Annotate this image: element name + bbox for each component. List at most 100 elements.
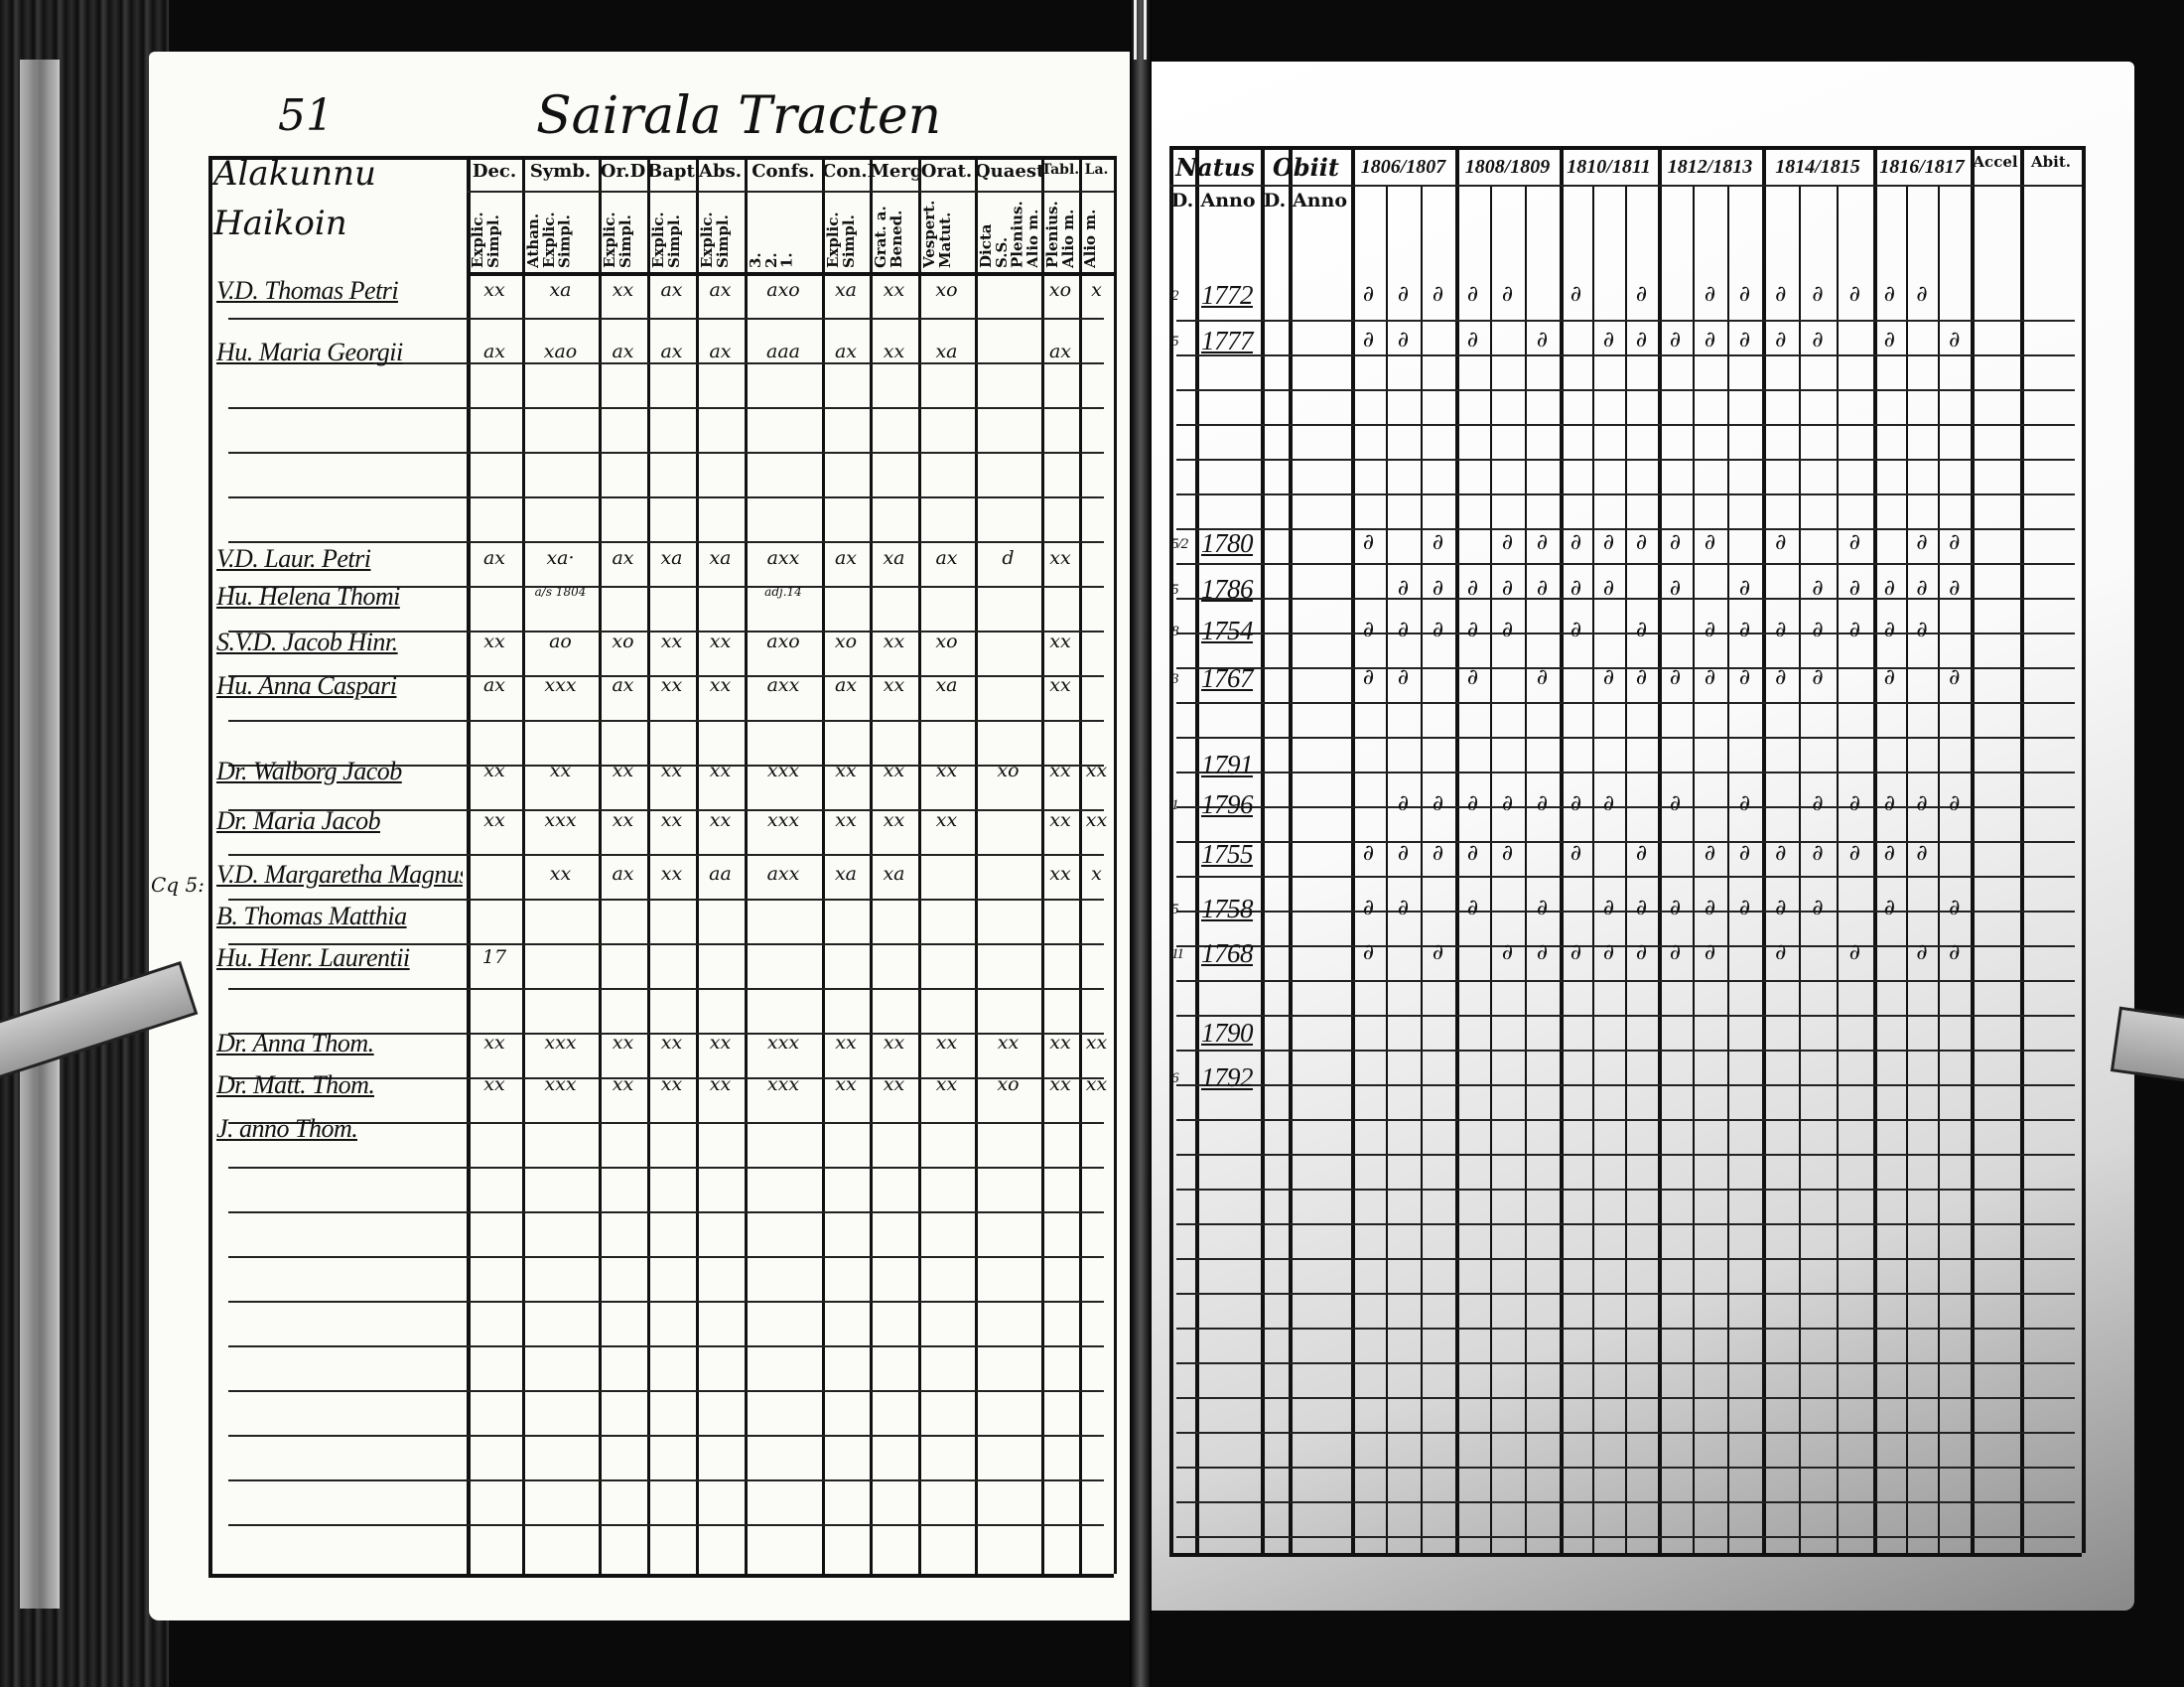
subcolumn-divider bbox=[1490, 187, 1492, 1553]
bookmark-strip-right bbox=[2110, 1006, 2184, 1085]
ruled-line bbox=[228, 318, 1104, 320]
tally-mark: ∂ bbox=[1738, 282, 1751, 307]
catechism-mark: ax bbox=[1048, 341, 1072, 362]
tally-mark: ∂ bbox=[1669, 791, 1682, 816]
left-page bbox=[149, 52, 1130, 1620]
tally-mark: ∂ bbox=[1704, 282, 1716, 307]
column-divider bbox=[918, 156, 921, 1574]
catechism-mark: xx bbox=[660, 760, 683, 781]
year-group-header: 1814/1815 bbox=[1775, 156, 1860, 178]
tally-mark: ∂ bbox=[1501, 282, 1514, 307]
register-entry-name: Dr. Anna Thom. bbox=[216, 1029, 374, 1057]
ruled-line bbox=[1176, 1223, 2075, 1225]
catechism-mark: xx bbox=[660, 809, 683, 831]
ruled-line bbox=[228, 1167, 1104, 1169]
catechism-mark: xx bbox=[1049, 1032, 1071, 1054]
ruled-line bbox=[228, 720, 1104, 722]
ruled-line bbox=[228, 1077, 1104, 1079]
tally-mark: ∂ bbox=[1916, 576, 1928, 601]
abit-header: Abit. bbox=[2031, 153, 2071, 171]
catechism-mark: xx bbox=[483, 1032, 505, 1054]
tally-mark: ∂ bbox=[1570, 841, 1582, 866]
column-divider bbox=[2082, 146, 2086, 1553]
ruled-line bbox=[1176, 737, 2075, 739]
tally-mark: ∂ bbox=[1362, 841, 1375, 866]
ruled-line bbox=[228, 496, 1104, 498]
catechism-mark: xx bbox=[883, 279, 905, 301]
tally-mark: ∂ bbox=[1602, 940, 1615, 965]
ruled-line bbox=[1176, 459, 2075, 461]
tally-mark: ∂ bbox=[1362, 618, 1375, 642]
column-divider bbox=[599, 156, 602, 1574]
birth-year: 1755 bbox=[1201, 839, 1254, 869]
tally-mark: ∂ bbox=[1397, 896, 1410, 920]
tally-mark: ∂ bbox=[1883, 618, 1896, 642]
catechism-mark: xx bbox=[549, 863, 572, 885]
catechism-mark: xxx bbox=[544, 809, 577, 831]
tally-mark: ∂ bbox=[1570, 618, 1582, 642]
column-divider bbox=[1560, 146, 1564, 1553]
tally-mark: ∂ bbox=[1916, 841, 1928, 866]
name-header-2: Haikoin bbox=[213, 204, 347, 243]
tally-mark: ∂ bbox=[1774, 328, 1787, 352]
tally-mark: ∂ bbox=[1397, 576, 1410, 601]
tally-mark: ∂ bbox=[1432, 618, 1444, 642]
ruled-line bbox=[1176, 1154, 2075, 1156]
tally-mark: ∂ bbox=[1466, 576, 1479, 601]
catechism-mark: xx bbox=[612, 279, 634, 301]
page-edges bbox=[20, 60, 60, 1609]
catechism-mark: xo bbox=[1048, 279, 1072, 301]
ruled-line bbox=[1176, 1050, 2075, 1052]
catechism-mark: xx bbox=[660, 863, 683, 885]
ruled-line bbox=[1176, 702, 2075, 704]
tally-mark: ∂ bbox=[1536, 530, 1549, 555]
catechism-mark: xx bbox=[1049, 863, 1071, 885]
tally-mark: ∂ bbox=[1883, 841, 1896, 866]
tally-mark: ∂ bbox=[1501, 618, 1514, 642]
tally-mark: ∂ bbox=[1812, 665, 1824, 690]
catechism-mark: xo bbox=[935, 279, 958, 301]
birth-year: 1768 bbox=[1201, 938, 1254, 968]
column-subheader-8: Vespert. Matut. bbox=[922, 200, 954, 268]
ruled-line bbox=[1176, 1467, 2075, 1469]
ruled-line bbox=[1176, 980, 2075, 982]
catechism-mark: xx bbox=[835, 809, 857, 831]
tally-mark: ∂ bbox=[1602, 576, 1615, 601]
book-gutter bbox=[1130, 0, 1152, 1687]
tally-mark: ∂ bbox=[1883, 282, 1896, 307]
catechism-mark: xx bbox=[483, 809, 505, 831]
tally-mark: ∂ bbox=[1848, 841, 1861, 866]
catechism-mark: xa bbox=[834, 279, 858, 301]
tally-mark: ∂ bbox=[1704, 530, 1716, 555]
catechism-mark: xx bbox=[660, 674, 683, 696]
register-entry-name: V.D. Thomas Petri bbox=[216, 276, 399, 305]
tally-mark: ∂ bbox=[1669, 896, 1682, 920]
tally-mark: ∂ bbox=[1536, 665, 1549, 690]
register-entry-name: B. Thomas Matthia bbox=[216, 902, 407, 930]
catechism-mark: xx bbox=[935, 1073, 958, 1095]
catechism-mark: xa bbox=[660, 547, 683, 569]
ruled-line bbox=[1176, 389, 2075, 391]
column-subheader-0: Explic. Simpl. bbox=[471, 211, 502, 268]
tally-mark: ∂ bbox=[1669, 328, 1682, 352]
column-divider bbox=[208, 156, 212, 1574]
tally-mark: ∂ bbox=[1362, 940, 1375, 965]
ruled-line bbox=[228, 899, 1104, 901]
tally-mark: ∂ bbox=[1501, 576, 1514, 601]
column-header-11: La. bbox=[1084, 162, 1109, 178]
catechism-mark: xx bbox=[612, 809, 634, 831]
column-subheader-4: Explic. Simpl. bbox=[700, 211, 732, 268]
column-header-6: Con.D bbox=[822, 162, 870, 182]
catechism-mark: xx bbox=[883, 631, 905, 652]
ruled-line bbox=[228, 854, 1104, 856]
tally-mark: ∂ bbox=[1635, 896, 1648, 920]
catechism-mark: xo bbox=[834, 631, 858, 652]
tally-mark: ∂ bbox=[1948, 665, 1961, 690]
tally-mark: ∂ bbox=[1635, 618, 1648, 642]
obiit-year-header: Anno bbox=[1292, 190, 1348, 211]
register-entry-name: Hu. Helena Thomi bbox=[216, 582, 400, 611]
tally-mark: ∂ bbox=[1466, 282, 1479, 307]
page-number: 51 bbox=[278, 90, 334, 141]
ruled-line bbox=[1176, 1084, 2075, 1086]
subcolumn-divider bbox=[1421, 187, 1423, 1553]
